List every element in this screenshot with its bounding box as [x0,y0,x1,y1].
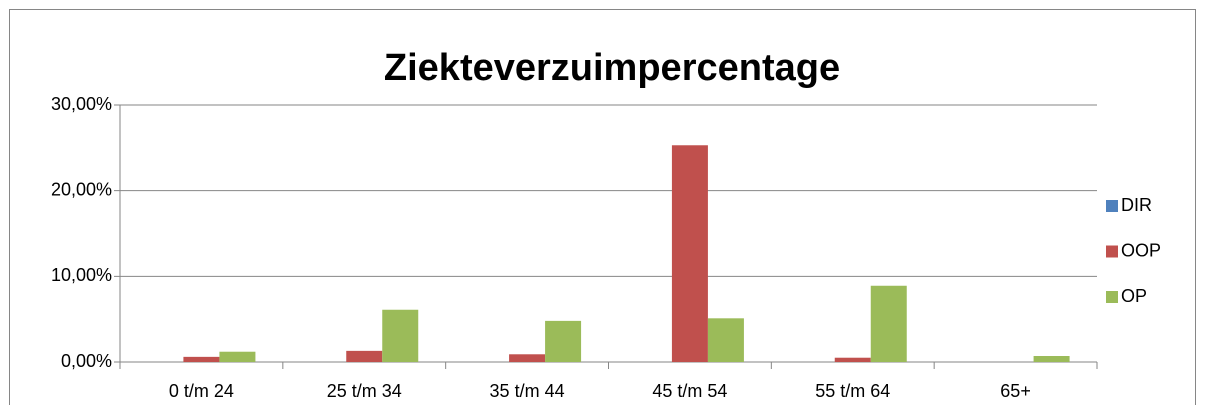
x-tick-label: 0 t/m 24 [169,381,234,401]
x-tick-label: 55 t/m 64 [815,381,890,401]
y-tick-label: 30,00% [51,94,112,114]
y-tick-label: 20,00% [51,179,112,199]
bar [382,309,419,362]
bar [707,318,744,362]
y-tick-label: 0,00% [61,351,112,371]
bar [509,354,546,362]
x-tick-label: 35 t/m 44 [490,381,565,401]
bar [183,356,220,362]
legend-swatch [1106,291,1118,303]
x-tick-label: 25 t/m 34 [327,381,402,401]
bar [545,320,582,362]
x-tick-label: 65+ [1000,381,1031,401]
x-tick-label: 45 t/m 54 [652,381,727,401]
bar [834,357,871,362]
legend-swatch [1106,245,1118,258]
chart-border [9,9,1196,405]
legend-swatch [1106,200,1118,212]
chart-title: Ziekteverzuimpercentage [384,47,840,89]
bar [671,145,708,362]
legend-label: OOP [1121,240,1161,260]
legend-label: OP [1121,286,1147,306]
bar [346,350,383,362]
y-tick-label: 10,00% [51,265,112,285]
bar [1033,356,1070,362]
legend-label: DIR [1121,195,1152,215]
bar [219,351,256,362]
bar [870,285,907,362]
